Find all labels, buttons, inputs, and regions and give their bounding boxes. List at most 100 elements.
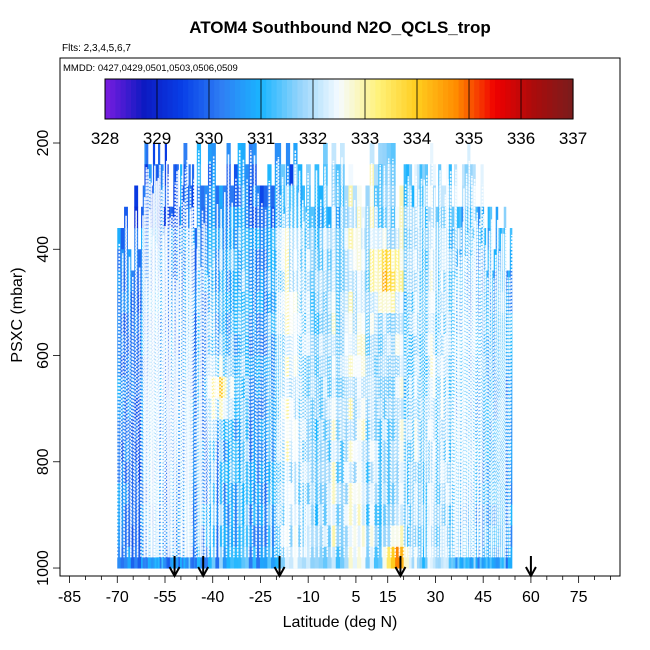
colorbar-segment xyxy=(120,79,127,119)
colorbar-segment xyxy=(287,79,293,119)
colorbar-segment xyxy=(479,79,486,119)
heatmap-cell xyxy=(149,546,152,569)
heatmap-cell xyxy=(480,164,484,187)
x-axis-tick-label: 45 xyxy=(474,589,492,606)
heatmap-cell xyxy=(137,419,142,442)
heatmap-cell xyxy=(289,164,294,187)
heatmap-cell xyxy=(173,164,176,187)
heatmap-cell xyxy=(117,249,122,272)
colorbar-tick-label: 328 xyxy=(91,129,119,148)
colorbar-segment xyxy=(552,79,558,119)
x-axis-tick-label: 15 xyxy=(379,589,397,606)
heatmap-cell xyxy=(156,228,159,250)
heatmap-cell xyxy=(142,546,145,569)
heatmap-cell xyxy=(164,525,167,548)
heatmap-cell xyxy=(134,440,139,463)
colorbar-segment xyxy=(495,79,501,119)
heatmap-cell xyxy=(117,313,122,335)
heatmap-cell xyxy=(124,504,128,527)
heatmap-cell xyxy=(159,228,162,250)
heatmap-cell xyxy=(147,206,151,229)
heatmap-cell xyxy=(117,334,122,357)
colorbar-segment xyxy=(489,79,496,119)
heatmap-cell xyxy=(169,546,173,569)
colorbar-tick-label: 330 xyxy=(195,129,223,148)
heatmap-cell xyxy=(173,185,176,208)
heatmap-cell xyxy=(156,206,159,229)
heatmap-cell xyxy=(161,270,164,293)
heatmap-cell xyxy=(164,504,167,527)
heatmap-cell xyxy=(127,440,132,463)
colorbar-tick-label: 335 xyxy=(455,129,483,148)
heatmap-cell xyxy=(159,249,162,272)
colorbar-segment xyxy=(146,79,153,119)
colorbar-segment xyxy=(401,79,408,119)
heatmap-cell xyxy=(154,185,157,208)
heatmap-cell xyxy=(147,164,151,187)
colorbar-segment xyxy=(536,79,543,119)
heatmap-cell xyxy=(134,398,139,420)
heatmap-cell xyxy=(169,334,173,357)
heatmap-cell xyxy=(154,164,157,187)
heatmap-cell xyxy=(168,546,171,569)
heatmap-cell xyxy=(169,313,173,335)
heatmap-cell xyxy=(156,164,159,187)
heatmap-cell xyxy=(124,461,128,484)
heatmap-cell xyxy=(163,546,166,569)
heatmap-cell xyxy=(191,185,195,208)
heatmap-cell xyxy=(147,546,151,569)
heatmap-cell xyxy=(263,185,268,208)
heatmap-cell xyxy=(146,546,149,569)
heatmap-cell xyxy=(117,546,122,569)
heatmap-cell xyxy=(432,164,436,187)
heatmap-cell xyxy=(146,206,149,229)
colorbar-tick-label: 336 xyxy=(507,129,535,148)
heatmap-cell xyxy=(120,419,125,442)
heatmap-cell xyxy=(134,504,139,527)
colorbar-segment xyxy=(313,79,319,119)
y-axis-tick-label: 200 xyxy=(35,130,52,157)
heatmap-cell xyxy=(127,483,132,505)
heatmap-cell xyxy=(399,313,405,335)
heatmap-cell xyxy=(152,185,156,208)
colorbar-segment xyxy=(183,79,189,119)
heatmap-cell xyxy=(158,504,161,527)
heatmap-cell xyxy=(130,461,135,484)
heatmap-cell xyxy=(166,546,169,569)
heatmap-cell xyxy=(146,249,149,272)
colorbar-segment xyxy=(198,79,205,119)
x-axis-tick-label: -25 xyxy=(249,589,272,606)
heatmap-cell xyxy=(174,164,178,187)
colorbar-tick-label: 329 xyxy=(143,129,171,148)
colorbar-segment xyxy=(427,79,434,119)
colorbar-segment xyxy=(162,79,168,119)
x-axis-tick-label: -85 xyxy=(58,589,81,606)
colorbar-tick-label: 333 xyxy=(351,129,379,148)
colorbar-segment xyxy=(188,79,194,119)
heatmap-cell xyxy=(144,228,147,250)
heatmap-cell xyxy=(161,249,164,272)
x-axis-tick-label: -40 xyxy=(201,589,224,606)
heatmap-cell xyxy=(124,483,128,505)
heatmap-cell xyxy=(151,185,154,208)
colorbar-segment xyxy=(396,79,402,119)
heatmap-cell xyxy=(144,504,147,527)
flight-boundary-arrow xyxy=(525,556,537,579)
heatmap-cell xyxy=(158,546,161,569)
colorbar-segment xyxy=(354,79,361,119)
heatmap-cell xyxy=(161,546,164,569)
heatmap-cell xyxy=(130,440,135,463)
colorbar-segment xyxy=(391,79,397,119)
colorbar-segment xyxy=(276,79,283,119)
heatmap-cell xyxy=(158,164,161,187)
colorbar-segment xyxy=(453,79,460,119)
colorbar-tick-label: 337 xyxy=(559,129,587,148)
x-axis-tick-label: 60 xyxy=(522,589,540,606)
colorbar-segment xyxy=(235,79,241,119)
heatmap-cell xyxy=(159,206,162,229)
colorbar-segment xyxy=(469,79,475,119)
colorbar-segment xyxy=(281,79,288,119)
heatmap-cell xyxy=(200,185,205,208)
colorbar-segment xyxy=(448,79,454,119)
heatmap-cell xyxy=(117,440,122,463)
